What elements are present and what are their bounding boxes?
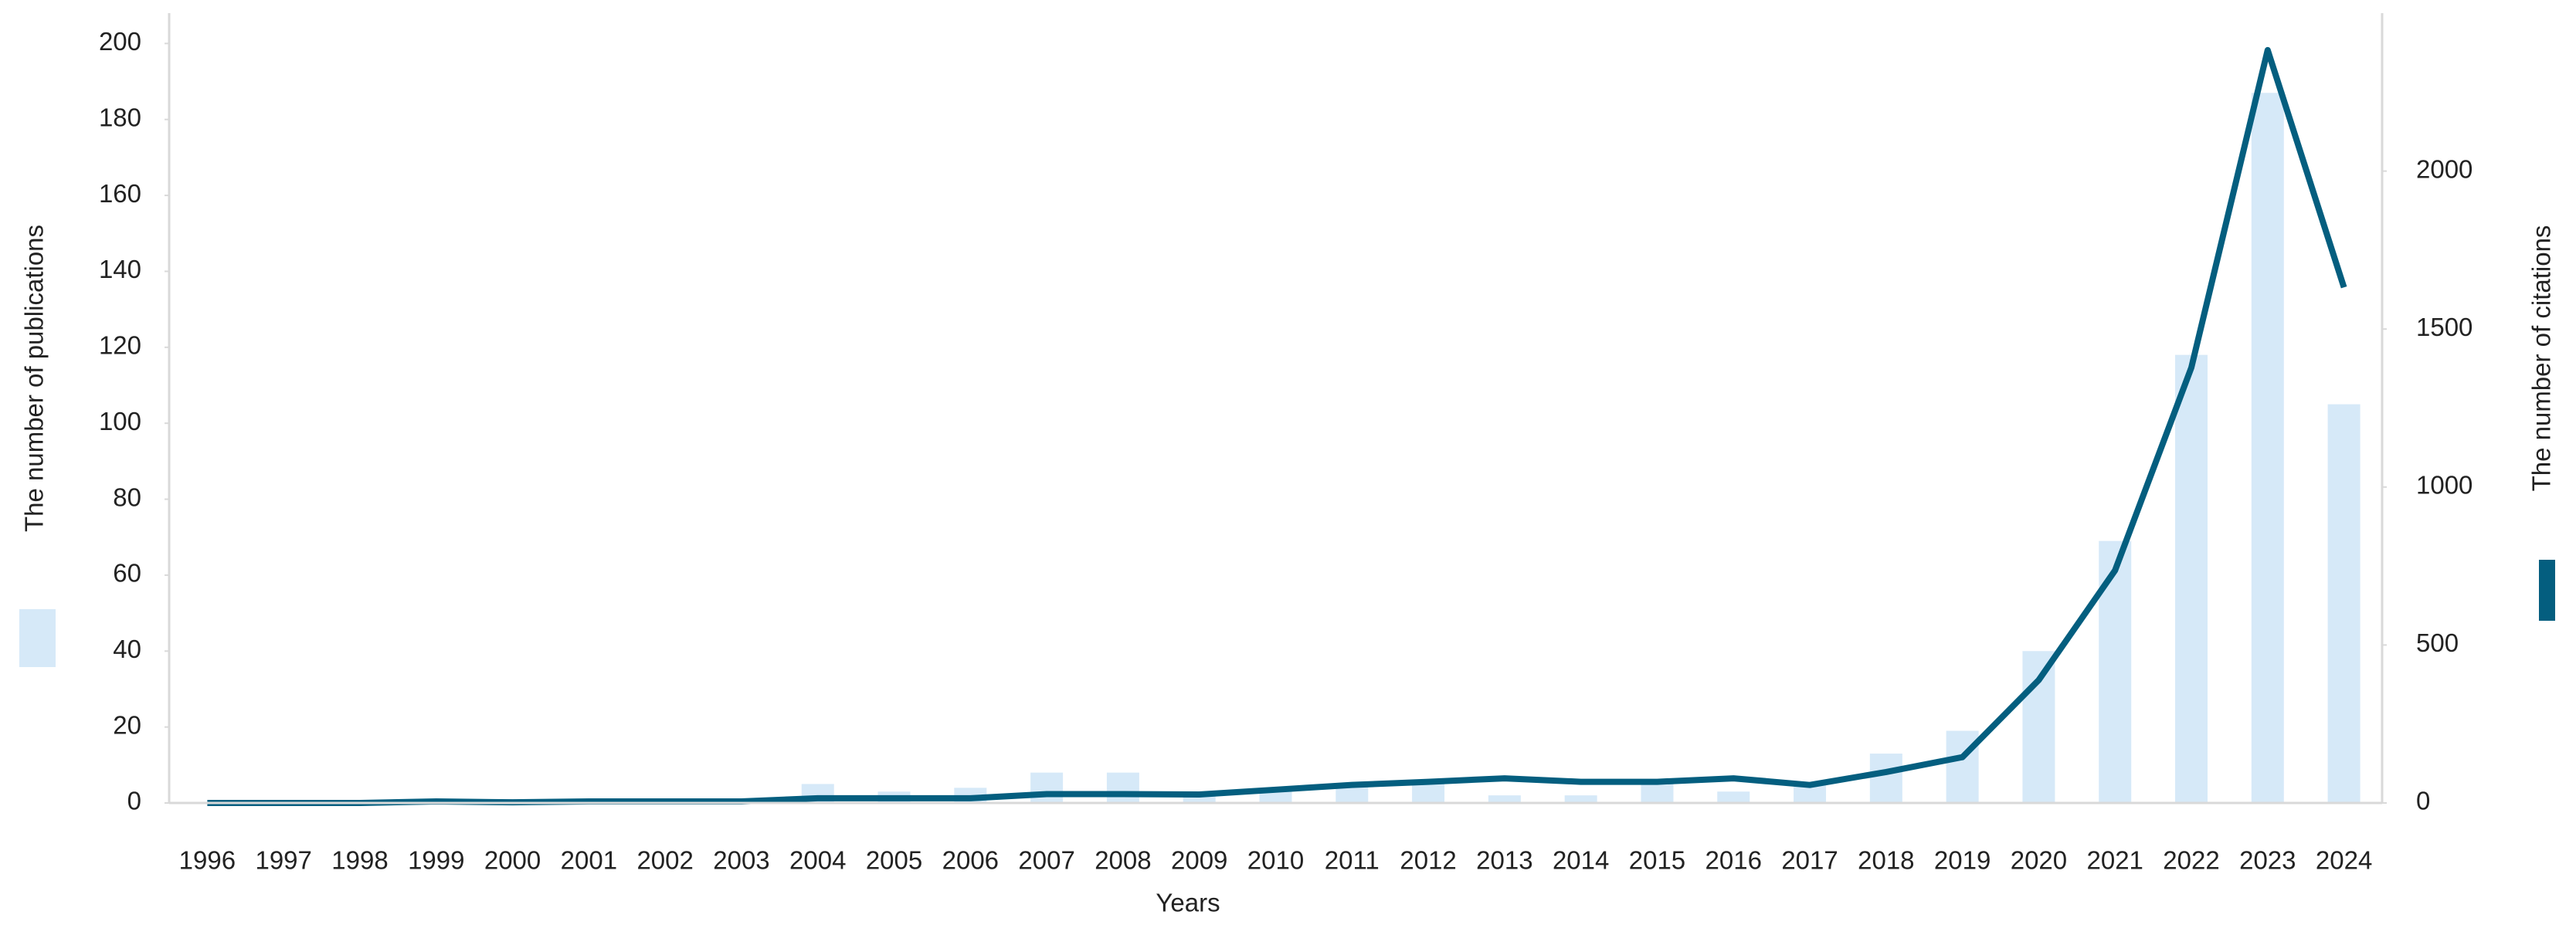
y-tick-label: 0 [127,787,141,815]
bar [1717,791,1750,803]
bar [1106,772,1139,803]
x-tick-label: 2002 [636,846,693,875]
x-tick-label: 2015 [1629,846,1685,875]
y-tick-label: 140 [99,255,141,283]
y2-tick-label: 0 [2416,787,2430,815]
y2-tick-label: 2000 [2416,154,2472,183]
bar [1030,772,1064,803]
y2-tick-label: 500 [2416,628,2459,657]
bar [2175,354,2208,803]
x-tick-label: 1998 [331,846,388,875]
x-tick-label: 2024 [2316,846,2372,875]
bar [2099,540,2132,803]
x-tick-label: 2006 [942,846,999,875]
bar [1488,795,1521,803]
bar [2327,404,2360,803]
y-tick-label: 160 [99,179,141,208]
x-tick-label: 2016 [1705,846,1762,875]
y-tick-label: 180 [99,103,141,131]
y2-tick-label: 1500 [2416,313,2472,341]
line [207,46,2347,806]
x-tick-label: 2014 [1553,846,1609,875]
x-tick-label: 2009 [1171,846,1227,875]
x-tick-label: 2021 [2087,846,2143,875]
bar [2022,651,2055,803]
x-tick-label: 2008 [1095,846,1151,875]
bar [1869,754,1902,803]
y-axis-title: The number of publications [20,225,49,532]
x-tick-label: 2023 [2239,846,2296,875]
bar [2251,93,2284,804]
x-tick-label: 2003 [713,846,769,875]
y-tick-label: 40 [113,635,141,663]
x-tick-label: 2001 [561,846,617,875]
x-tick-label: 2013 [1476,846,1532,875]
x-tick-label: 2012 [1400,846,1456,875]
x-tick-label: 2007 [1018,846,1074,875]
y2-tick-label: 1000 [2416,471,2472,500]
x-tick-label: 2017 [1781,846,1838,875]
legend-swatch [2539,560,2555,621]
legend-swatch [19,609,56,667]
y-tick-label: 200 [99,27,141,56]
y-tick-label: 60 [113,559,141,588]
y-tick-label: 120 [99,331,141,360]
x-tick-label: 1997 [255,846,311,875]
x-tick-label: 1996 [179,846,236,875]
y-tick-label: 80 [113,483,141,511]
y2-axis-title: The number of citations [2527,225,2556,492]
x-tick-label: 2019 [1934,846,1991,875]
x-tick-label: 1999 [408,846,464,875]
x-tick-label: 2000 [484,846,541,875]
x-tick-label: 2022 [2163,846,2219,875]
x-tick-label: 2010 [1247,846,1304,875]
x-tick-label: 2020 [2011,846,2067,875]
bar [1183,795,1216,803]
x-axis-title: Years [1156,889,1220,917]
x-tick-label: 2018 [1858,846,1914,875]
x-tick-label: 2004 [789,846,846,875]
y-tick-label: 20 [113,710,141,739]
y-tick-label: 100 [99,407,141,435]
x-tick-label: 2011 [1325,846,1380,875]
x-tick-label: 2005 [866,846,922,875]
bar [1564,795,1597,803]
